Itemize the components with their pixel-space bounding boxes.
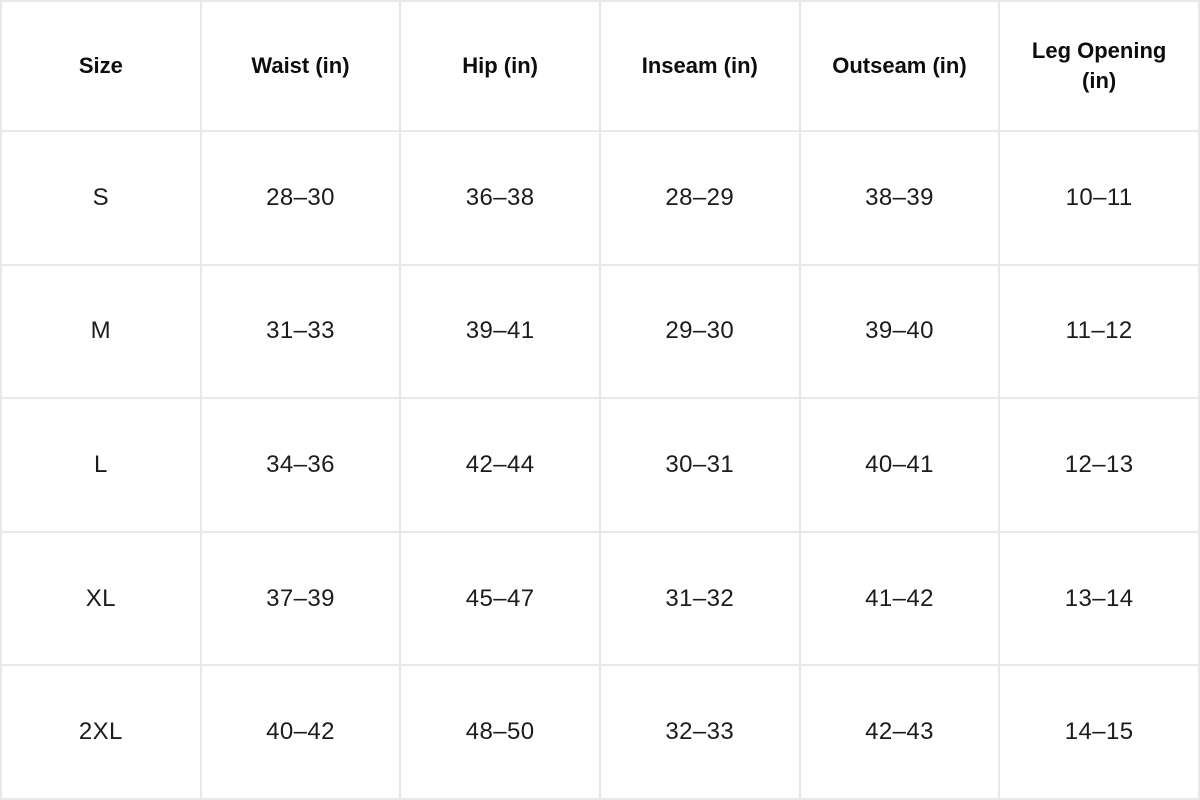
- cell-leg-opening: 12–13: [998, 397, 1200, 533]
- cell-waist: 34–36: [199, 397, 402, 533]
- table-row-xl: XL 37–39 45–47 31–32 41–42 13–14: [0, 530, 1200, 667]
- cell-outseam: 41–42: [798, 530, 1001, 667]
- cell-hip: 36–38: [399, 130, 601, 266]
- cell-inseam: 30–31: [598, 397, 801, 533]
- cell-leg-opening: 10–11: [998, 130, 1200, 266]
- cell-inseam: 32–33: [598, 664, 801, 800]
- cell-leg-opening: 14–15: [998, 664, 1200, 800]
- table-row-s: S 28–30 36–38 28–29 38–39 10–11: [0, 130, 1200, 266]
- cell-size: L: [0, 397, 202, 533]
- cell-waist: 31–33: [199, 263, 402, 400]
- cell-inseam: 29–30: [598, 263, 801, 400]
- cell-size: XL: [0, 530, 202, 667]
- cell-inseam: 31–32: [598, 530, 801, 667]
- cell-hip: 39–41: [399, 263, 601, 400]
- column-header-size: Size: [0, 0, 202, 132]
- cell-outseam: 40–41: [798, 397, 1001, 533]
- cell-leg-opening: 13–14: [998, 530, 1200, 667]
- header-row: Size Waist (in) Hip (in) Inseam (in) Out…: [0, 0, 1200, 132]
- cell-leg-opening: 11–12: [998, 263, 1200, 400]
- cell-size: 2XL: [0, 664, 202, 800]
- cell-outseam: 38–39: [798, 130, 1001, 266]
- cell-size: M: [0, 263, 202, 400]
- column-header-outseam: Outseam (in): [798, 0, 1001, 132]
- column-header-waist: Waist (in): [199, 0, 402, 132]
- cell-waist: 37–39: [199, 530, 402, 667]
- cell-outseam: 42–43: [798, 664, 1001, 800]
- cell-inseam: 28–29: [598, 130, 801, 266]
- column-header-hip: Hip (in): [399, 0, 601, 132]
- cell-size: S: [0, 130, 202, 266]
- column-header-inseam: Inseam (in): [598, 0, 801, 132]
- cell-outseam: 39–40: [798, 263, 1001, 400]
- table-row-l: L 34–36 42–44 30–31 40–41 12–13: [0, 397, 1200, 533]
- table-row-m: M 31–33 39–41 29–30 39–40 11–12: [0, 263, 1200, 400]
- table-body: S 28–30 36–38 28–29 38–39 10–11 M 31–33 …: [0, 130, 1200, 800]
- cell-hip: 48–50: [399, 664, 601, 800]
- cell-hip: 42–44: [399, 397, 601, 533]
- cell-waist: 40–42: [199, 664, 402, 800]
- cell-waist: 28–30: [199, 130, 402, 266]
- table-header: Size Waist (in) Hip (in) Inseam (in) Out…: [0, 0, 1200, 132]
- cell-hip: 45–47: [399, 530, 601, 667]
- column-header-leg-opening: Leg Opening (in): [998, 0, 1200, 132]
- table-row-2xl: 2XL 40–42 48–50 32–33 42–43 14–15: [0, 664, 1200, 800]
